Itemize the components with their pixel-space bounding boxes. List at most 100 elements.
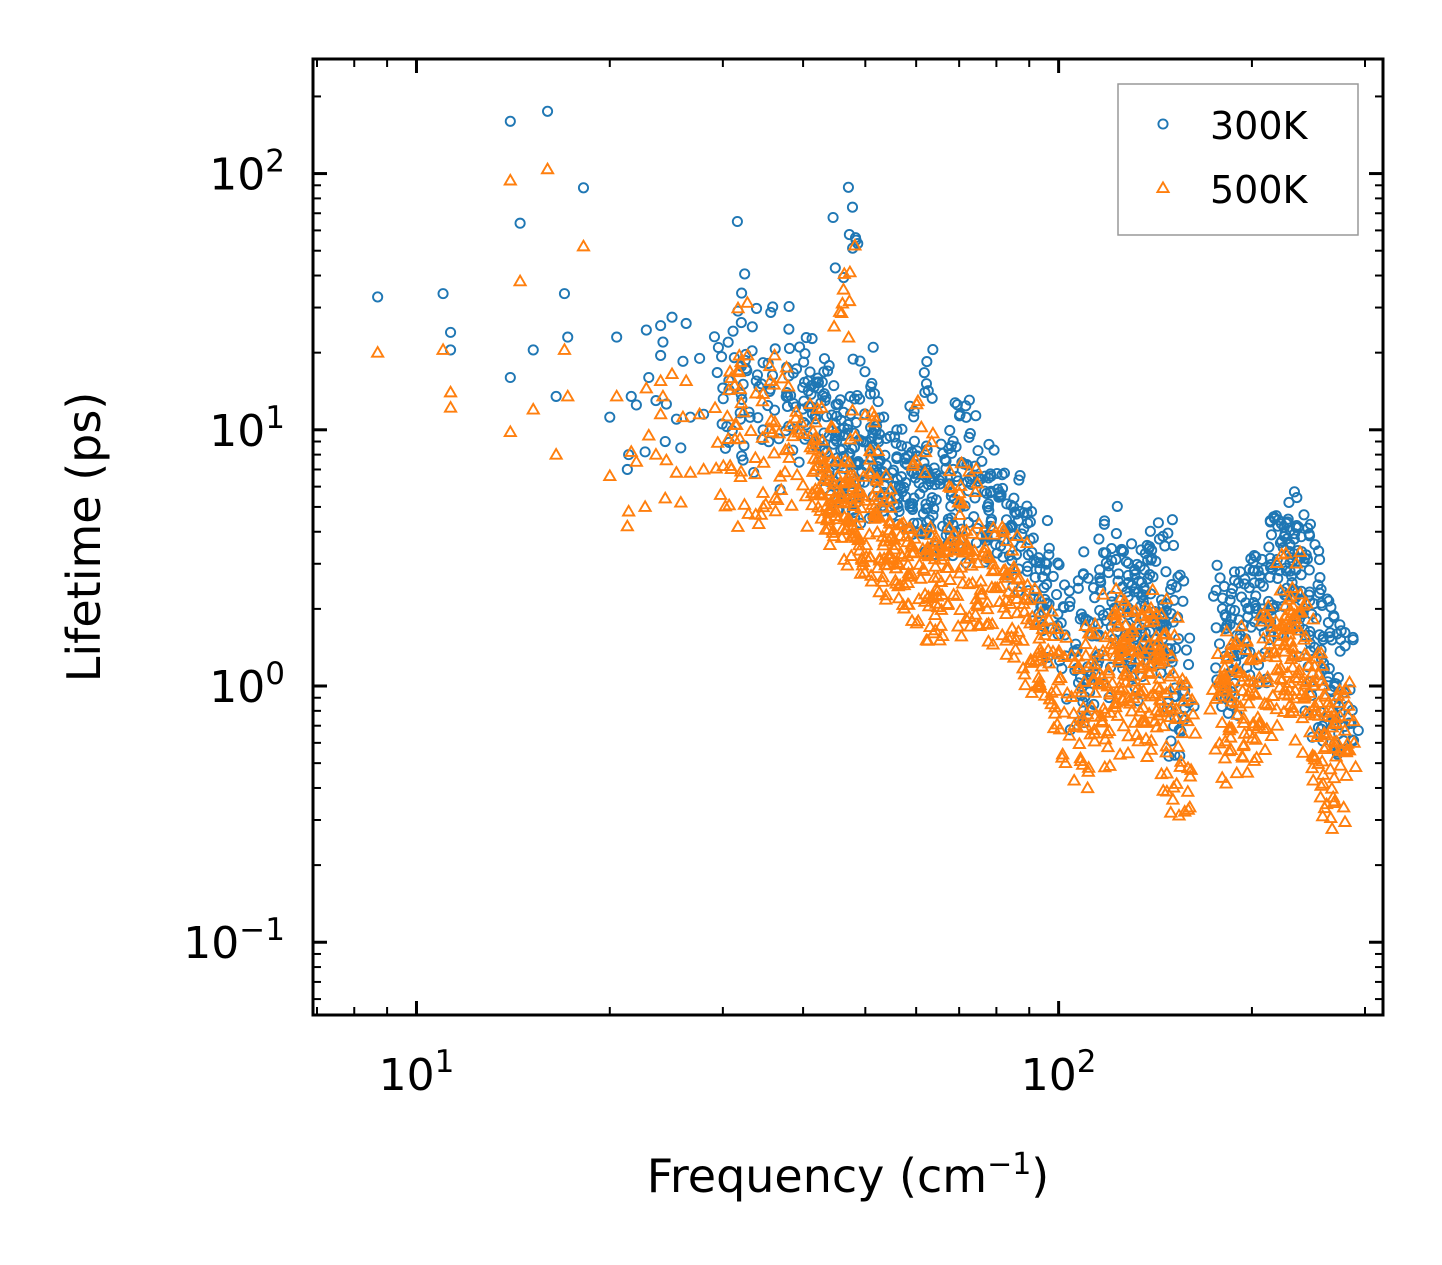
point-500K-153-1 — [1266, 624, 1281, 638]
point-500K-134-5 — [1154, 606, 1169, 620]
point-500K-101-2 — [971, 598, 986, 611]
point-500K-157-5 — [1285, 660, 1300, 673]
point-500K-40-0 — [730, 519, 746, 532]
point-500K-136-2 — [1154, 766, 1169, 780]
point-500K-150-7 — [1256, 720, 1272, 733]
point-500K-138-9 — [1169, 776, 1184, 789]
point-500K-168-1 — [1326, 795, 1341, 808]
point-500K-101-6 — [971, 617, 986, 630]
point-500K-118-5 — [1087, 733, 1102, 747]
point-500K-158-3 — [1285, 646, 1301, 660]
point-300K-57-1 — [783, 342, 796, 354]
point-500K-60-1 — [788, 404, 804, 417]
point-500K-77-7 — [866, 414, 882, 428]
point-500K-93-4 — [946, 526, 962, 539]
point-500K-135-0 — [1170, 610, 1186, 623]
point-500K-102-3 — [986, 527, 1002, 540]
point-500K-95-8 — [933, 618, 949, 631]
point-500K-70-2 — [830, 468, 845, 482]
point-300K-83-3 — [896, 423, 908, 435]
legend-marker-300K — [1157, 118, 1169, 130]
point-300K-72-4 — [829, 262, 841, 274]
point-500K-113-2 — [1042, 691, 1058, 705]
point-500K-127-8 — [1118, 617, 1133, 631]
point-300K-1-0 — [437, 288, 449, 300]
point-500K-42-0 — [732, 381, 748, 395]
point-500K-127-2 — [1139, 749, 1155, 762]
point-500K-121-2 — [1110, 708, 1126, 721]
point-500K-41-1 — [736, 404, 751, 418]
point-500K-110-4 — [1023, 655, 1039, 668]
point-500K-76-0 — [851, 537, 867, 551]
legend: 300K 500K — [1117, 83, 1359, 236]
point-300K-89-5 — [921, 356, 933, 368]
point-300K-106-1 — [1013, 474, 1025, 486]
point-300K-57-2 — [783, 300, 795, 313]
point-500K-144-7 — [1237, 669, 1252, 682]
point-300K-111-9 — [1052, 557, 1064, 569]
point-500K-85-8 — [882, 550, 898, 564]
point-500K-147-7 — [1236, 715, 1251, 728]
point-500K-94-0 — [929, 542, 944, 556]
point-300K-49-2 — [744, 411, 756, 423]
point-500K-137-1 — [1180, 760, 1196, 774]
point-300K-106-8 — [1014, 469, 1026, 482]
point-500K-1-0 — [435, 342, 451, 355]
point-300K-32-0 — [680, 317, 692, 330]
point-300K-98-4 — [963, 394, 975, 406]
point-500K-158-4 — [1284, 639, 1300, 653]
point-500K-69-7 — [824, 452, 839, 466]
point-500K-126-9 — [1112, 679, 1127, 693]
point-500K-122-5 — [1108, 699, 1123, 713]
point-500K-134-9 — [1149, 650, 1165, 664]
point-500K-163-1 — [1305, 677, 1321, 691]
point-300K-123-1 — [1110, 527, 1122, 540]
point-500K-148-2 — [1246, 685, 1262, 699]
point-500K-121-6 — [1091, 676, 1106, 689]
point-500K-95-2 — [942, 572, 958, 585]
point-500K-79-0 — [853, 500, 869, 514]
point-300K-152-0 — [1264, 571, 1276, 583]
point-500K-106-7 — [1019, 535, 1035, 548]
point-300K-84-5 — [895, 440, 908, 452]
point-300K-124-6 — [1126, 538, 1138, 550]
point-500K-164-4 — [1318, 689, 1333, 702]
legend-label-300K: 300K — [1210, 104, 1309, 148]
point-300K-153-7 — [1267, 602, 1279, 614]
point-500K-63-0 — [798, 488, 814, 502]
point-500K-103-6 — [977, 545, 992, 558]
point-500K-94-3 — [926, 570, 942, 583]
point-500K-99-4 — [954, 531, 970, 545]
point-500K-81-9 — [866, 500, 882, 514]
point-500K-0-0 — [370, 345, 385, 358]
point-500K-49-0 — [743, 423, 759, 437]
point-500K-125-0 — [1120, 601, 1136, 614]
point-300K-42-2 — [727, 325, 739, 337]
point-300K-110-1 — [1034, 557, 1046, 569]
point-500K-79-3 — [875, 574, 890, 587]
point-300K-93-9 — [945, 512, 958, 524]
point-500K-56-1 — [778, 442, 793, 456]
point-300K-54-1 — [765, 306, 777, 318]
point-500K-89-8 — [908, 452, 923, 466]
point-300K-57-0 — [783, 323, 795, 335]
point-500K-97-2 — [943, 480, 959, 493]
point-500K-106-8 — [1009, 528, 1025, 542]
point-300K-115-6 — [1077, 696, 1089, 708]
point-500K-89-9 — [909, 396, 924, 410]
point-500K-70-4 — [816, 455, 832, 468]
point-500K-143-8 — [1229, 663, 1245, 677]
point-300K-74-6 — [837, 429, 849, 441]
point-300K-122-9 — [1097, 609, 1109, 621]
point-300K-159-9 — [1295, 531, 1307, 543]
point-500K-152-5 — [1267, 643, 1282, 657]
point-500K-122-6 — [1101, 665, 1117, 679]
point-500K-75-4 — [848, 530, 864, 543]
point-500K-106-0 — [999, 533, 1015, 546]
point-500K-44-0 — [722, 364, 738, 377]
point-300K-5-0 — [504, 371, 516, 384]
point-500K-138-6 — [1159, 784, 1175, 797]
point-300K-12-0 — [577, 182, 590, 194]
point-300K-84-8 — [891, 424, 903, 436]
point-300K-133-0 — [1145, 554, 1157, 566]
